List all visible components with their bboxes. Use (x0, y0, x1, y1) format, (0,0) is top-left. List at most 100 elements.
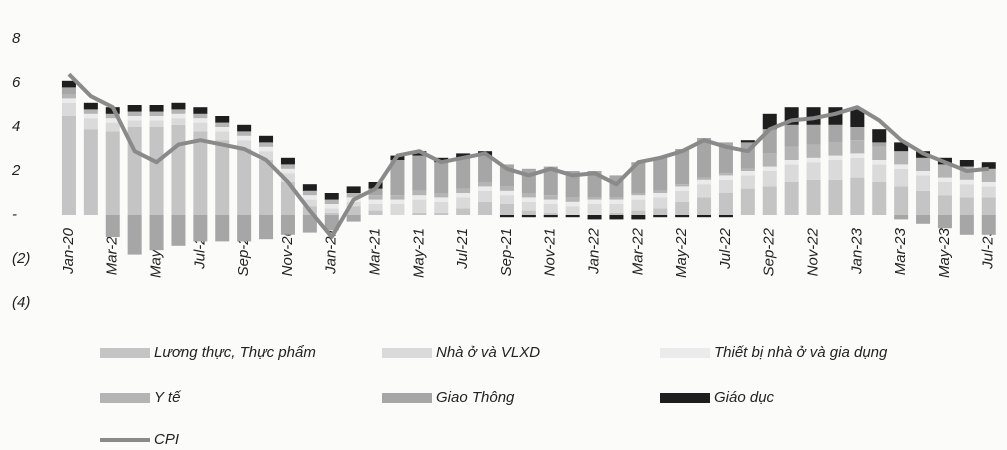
bar-segment (916, 190, 931, 215)
bar-segment (499, 186, 514, 191)
bar-segment (171, 118, 186, 125)
bar-segment (434, 201, 449, 213)
bar-segment (609, 199, 624, 204)
bar-segment (872, 146, 887, 160)
bar-segment (302, 190, 317, 196)
bar-segment (324, 212, 339, 215)
bar-segment (149, 116, 164, 121)
cpi-line (67, 72, 989, 239)
bar-segment (280, 168, 295, 174)
bar-segment (280, 173, 295, 182)
bar-segment (521, 197, 536, 202)
bar-segment (894, 215, 909, 220)
bar-segment (806, 144, 821, 158)
bar-segment (609, 204, 624, 213)
bar-segment (675, 215, 690, 218)
bar-segment (171, 124, 186, 215)
bar-segment (83, 118, 98, 130)
bar-segment (587, 171, 602, 198)
bar-segment (784, 164, 799, 182)
bar-segment (937, 164, 952, 178)
bar-segment (127, 111, 142, 116)
bar-segment (149, 111, 164, 116)
y-tick-label: 8 (12, 30, 21, 47)
legend-label: Thiết bị nhà ở và gia dụng (714, 344, 888, 361)
x-tick-label: Jul-21 (454, 228, 471, 270)
bar-segment (543, 204, 558, 213)
bar-segment (259, 151, 274, 160)
bar-segment (543, 215, 558, 218)
bar-segment (499, 195, 514, 204)
bar-segment (828, 155, 843, 160)
bar-segment (762, 186, 777, 215)
bar-segment (105, 113, 120, 119)
bar-segment (215, 215, 230, 242)
x-tick-label: Jul-22 (717, 227, 734, 270)
bar-segment (259, 160, 274, 215)
x-tick-label: Sep-22 (761, 227, 778, 276)
bar-segment (368, 188, 383, 196)
bar-segment (61, 87, 76, 94)
bar-segment (850, 109, 865, 127)
bar-segment (959, 160, 974, 167)
bar-segment (412, 195, 427, 200)
bar-segment (828, 160, 843, 180)
bar-segment (390, 199, 405, 204)
bar-segment (237, 124, 252, 132)
bar-segment (653, 208, 668, 215)
bar-segment (521, 215, 536, 218)
y-tick-label: 2 (11, 162, 21, 179)
bar-segment (850, 140, 865, 154)
bar-segment (916, 171, 931, 176)
bar-segment (193, 107, 208, 114)
bar-segment (565, 215, 580, 218)
bar-segment (478, 182, 493, 187)
legend-label: CPI (154, 431, 179, 448)
bar-segment (697, 138, 712, 178)
bar-segment (959, 197, 974, 215)
bar-segment (894, 168, 909, 187)
bar-segment (894, 142, 909, 152)
bar-segment (718, 175, 733, 180)
legend-swatch (100, 393, 150, 403)
bar-segment (981, 168, 996, 182)
bar-segment (784, 182, 799, 215)
bar-segment (302, 184, 317, 191)
bar-segment (478, 186, 493, 191)
bar-segment (762, 153, 777, 167)
bar-segment (346, 186, 361, 193)
bar-segment (981, 186, 996, 198)
bar-segment (937, 215, 952, 229)
x-tick-label: Sep-21 (498, 228, 515, 276)
bar-segment (784, 160, 799, 165)
bar-segment (105, 215, 120, 237)
bar-segment (412, 212, 427, 215)
bar-segment (324, 204, 339, 209)
bar-segment (193, 113, 208, 119)
bar-segment (916, 175, 931, 191)
bar-segment (872, 182, 887, 215)
x-tick-label: Jan-21 (323, 228, 340, 275)
bar-segment (61, 98, 76, 103)
bar-segment (762, 166, 777, 171)
bar-segment (105, 118, 120, 123)
bar-segment (675, 184, 690, 187)
bar-segment (653, 193, 668, 198)
bar-segment (543, 199, 558, 204)
legend-swatch (660, 348, 710, 358)
bar-segment (456, 197, 471, 209)
bar-segment (456, 188, 471, 193)
legend-label: Giáo dục (714, 389, 775, 406)
bar-segment (806, 157, 821, 163)
x-tick-label: Mar-20 (104, 227, 121, 275)
bar-segment (718, 193, 733, 215)
legend-swatch (100, 348, 150, 358)
bar-segment (631, 199, 646, 211)
bar-segment (828, 142, 843, 156)
bar-segment (521, 210, 536, 215)
bar-segment (631, 193, 646, 196)
x-tick-label: Jul-23 (980, 227, 997, 270)
bar-segment (872, 142, 887, 147)
x-tick-label: Jan-23 (848, 227, 865, 275)
bar-segment (302, 195, 317, 200)
